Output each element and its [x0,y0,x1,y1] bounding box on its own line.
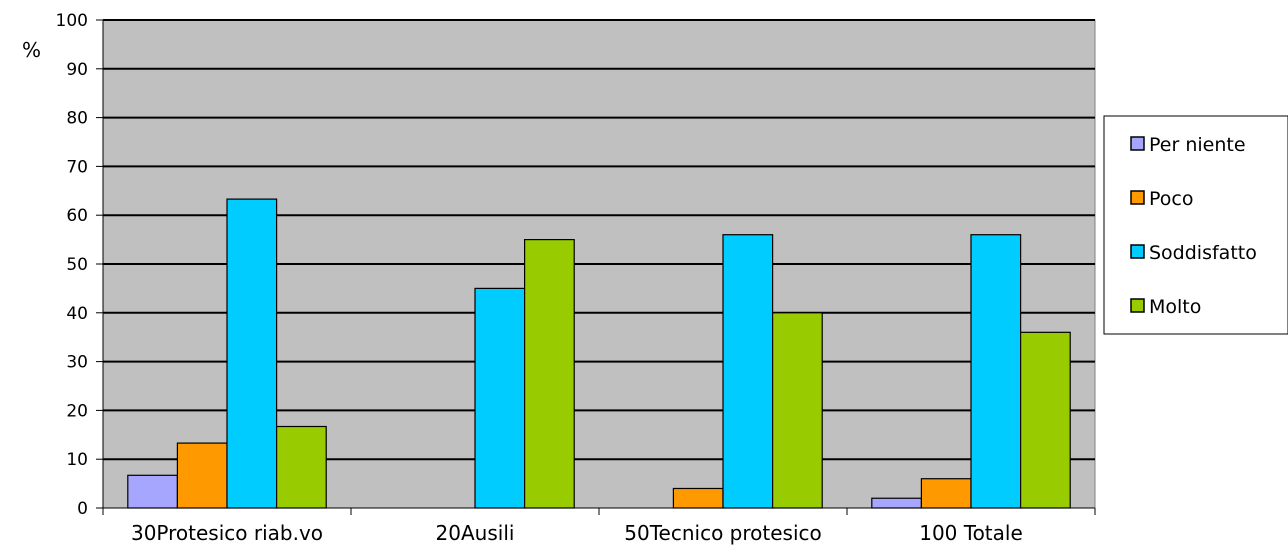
y-tick-label: 0 [77,499,88,519]
y-axis-label: % [22,38,41,62]
legend-swatch [1130,136,1145,151]
category-labels: 30Protesico riab.vo 20Ausili 50Tecnico pro… [131,521,1023,545]
y-tick-label: 60 [66,206,88,226]
bar-poco [920,478,972,509]
y-tick-labels: 0 10 20 30 40 50 60 70 80 90 100 [56,11,88,519]
bar-soddisfatto [226,198,278,509]
bar-soddisfatto [722,234,774,509]
bar-molto [1019,331,1071,509]
legend-label: Molto [1149,296,1201,318]
legend-label: Per niente [1149,134,1246,156]
y-tick-label: 10 [66,450,88,470]
y-tick-label: 100 [56,11,88,31]
bar-poco [176,442,228,509]
legend-label: Soddisfatto [1149,242,1257,264]
legend-label: Poco [1149,188,1193,210]
bar-molto [771,312,823,509]
y-tick-label: 80 [66,109,88,129]
category-label: 20Ausili [436,521,515,545]
bars [127,198,1071,509]
bar-molto [523,239,575,509]
y-tick-label: 70 [66,157,88,177]
legend-swatch [1130,244,1145,259]
axes [96,19,1096,515]
bar-poco [672,487,724,509]
bar-soddisfatto [970,234,1022,509]
bar-per-niente [871,497,922,509]
legend-swatch [1130,190,1145,205]
legend-box [1103,115,1288,335]
bar-soddisfatto [474,287,526,509]
y-tick-label: 20 [66,401,88,421]
bar-molto [276,425,327,509]
y-tick-label: 50 [66,255,88,275]
category-label: 50Tecnico protesico [624,521,821,545]
category-label: 30Protesico riab.vo [131,521,323,545]
legend: Per niente Poco Soddisfatto Molto [1103,115,1288,335]
y-tick-label: 30 [66,353,88,373]
legend-swatch [1130,298,1145,313]
bar-per-niente [127,474,179,509]
y-tick-label: 90 [66,60,88,80]
category-label: 100 Totale [919,521,1023,545]
y-tick-label: 40 [66,304,88,324]
